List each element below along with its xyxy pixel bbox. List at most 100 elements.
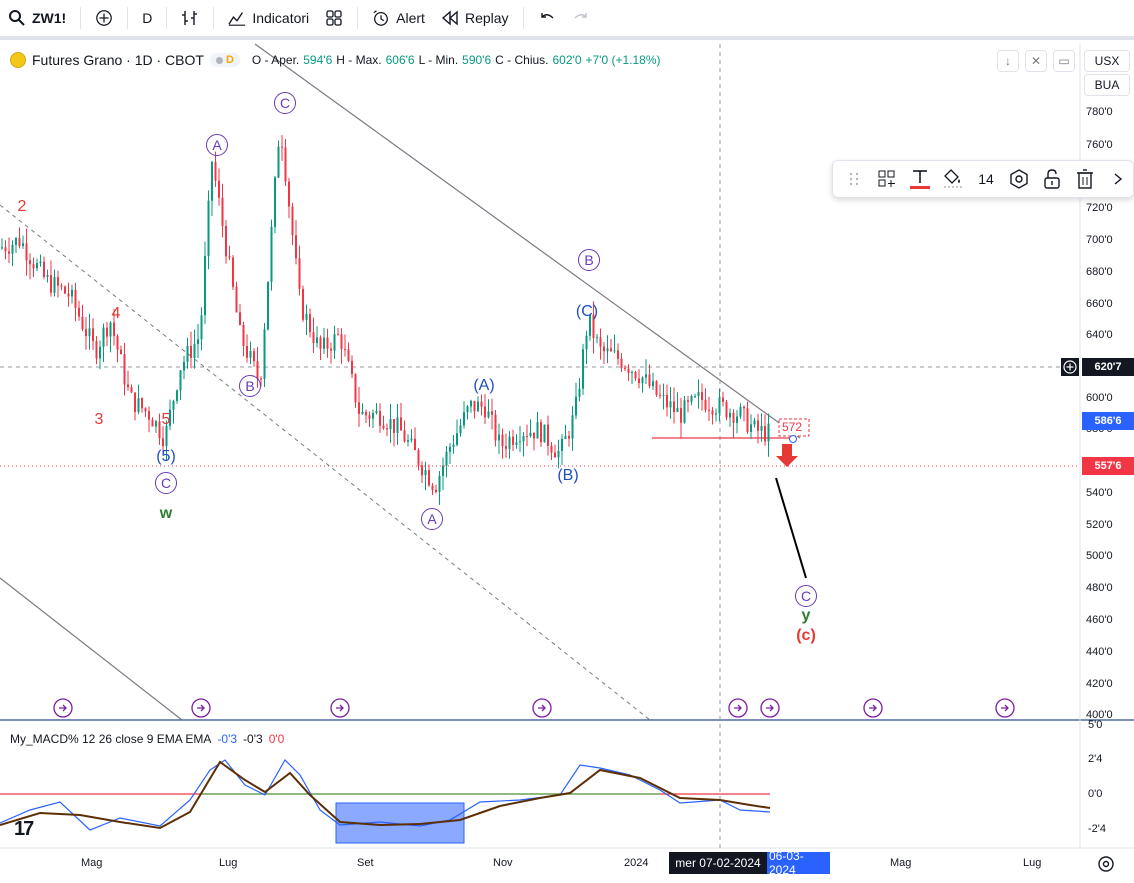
candle-body (319, 337, 322, 349)
wave-label-c-circle-target[interactable]: C (795, 585, 817, 607)
wave-label-c-paren[interactable]: (C) (575, 303, 599, 320)
interval-button[interactable]: D (134, 1, 160, 35)
wave-label-c-red[interactable]: (c) (796, 627, 816, 644)
candle-body (256, 361, 259, 379)
candle-body (652, 381, 654, 387)
wave-label-a-paren[interactable]: (A) (473, 377, 495, 394)
candle-body (109, 322, 112, 337)
gear-icon[interactable] (1096, 854, 1116, 874)
price-axis-label: 500'0 (1086, 550, 1113, 562)
event-arrow-icon (766, 704, 774, 712)
candle-body (218, 180, 220, 198)
candle-body (88, 328, 91, 337)
candle-body (393, 419, 395, 434)
compare-button[interactable] (87, 1, 121, 35)
undo-button[interactable] (530, 1, 564, 35)
wave-label-b-circle-2[interactable]: B (578, 249, 600, 271)
candle-body (606, 348, 609, 352)
wave-label-w2[interactable]: 2 (17, 198, 27, 215)
down-arrow-icon[interactable] (776, 444, 798, 467)
candle-body (186, 345, 189, 362)
projection-line[interactable] (775, 477, 807, 579)
candle-body (102, 327, 105, 347)
more-button[interactable] (1104, 164, 1133, 194)
wave-label-c-circle-1[interactable]: C (155, 472, 177, 494)
scroll-down-button[interactable]: ↓ (997, 50, 1019, 72)
maximize-button[interactable]: ▭ (1053, 50, 1075, 72)
wave-label-w4[interactable]: 4 (111, 305, 121, 322)
candle-body (603, 346, 605, 352)
signal-line (0, 760, 771, 830)
open-label: O - Aper. (251, 53, 300, 67)
candle-body (617, 350, 619, 359)
candle-body (515, 442, 518, 445)
font-size-button[interactable]: 14 (978, 171, 994, 187)
alert-button[interactable]: Alert (364, 1, 433, 35)
divider (80, 7, 82, 29)
trendline-dashed[interactable] (0, 204, 651, 721)
layouts-button[interactable] (317, 1, 351, 35)
candle-body (368, 415, 371, 419)
trendline-lower[interactable] (0, 577, 183, 721)
candle-body (358, 402, 360, 414)
candle-body (659, 394, 661, 396)
top-toolbar: ZW1! D Indicatori Alert Replay (0, 0, 1134, 40)
candle-body (428, 470, 430, 486)
low-value: 590'6 (462, 53, 492, 67)
currency-label: USX (1094, 54, 1120, 68)
anchor-handle[interactable] (789, 435, 797, 443)
paint-bucket-icon (943, 169, 962, 188)
collapse-button[interactable]: ✕ (1025, 50, 1047, 72)
candle-body (442, 465, 444, 476)
wave-label-b-circle-1[interactable]: B (239, 375, 261, 397)
macd-name[interactable]: My_MACD% 12 26 close 9 EMA EMA (10, 732, 212, 746)
text-color-button[interactable] (905, 164, 934, 194)
tradingview-logo[interactable]: 17 (14, 818, 34, 840)
candle-body (333, 334, 336, 351)
wave-label-b-paren[interactable]: (B) (557, 467, 579, 484)
plus-circle-icon[interactable] (1061, 358, 1079, 376)
wave-label-y-green[interactable]: y (801, 607, 811, 624)
alert-label: Alert (396, 10, 425, 26)
candle-body (46, 275, 49, 277)
candle-body (470, 400, 472, 407)
trendline-upper[interactable] (254, 43, 801, 439)
candle-body (312, 332, 315, 344)
drag-handle[interactable] (839, 164, 868, 194)
settings-button[interactable] (1005, 164, 1034, 194)
candle-body (540, 422, 542, 443)
wave-label-a-circle-1[interactable]: A (206, 134, 228, 156)
status-pill[interactable]: D (209, 53, 240, 67)
replay-button[interactable]: Replay (433, 1, 517, 35)
fill-color-button[interactable] (938, 164, 967, 194)
candle-body (71, 289, 73, 297)
macd-axis-label: 2'4 (1088, 753, 1103, 765)
wave-label-w3[interactable]: 3 (94, 411, 104, 428)
chart-type-button[interactable] (173, 1, 207, 35)
legend-title[interactable]: Futures Grano · 1D · CBOT (32, 52, 204, 68)
lock-button[interactable] (1038, 164, 1067, 194)
indicators-button[interactable]: Indicatori (220, 1, 317, 35)
wave-label-c-circle-top[interactable]: C (274, 92, 296, 114)
unit-select[interactable]: BUA (1084, 74, 1130, 96)
open-value: 594'6 (303, 53, 333, 67)
wave-label-a-circle-2[interactable]: A (421, 508, 443, 530)
candle-body (753, 420, 756, 425)
symbol-search-button[interactable]: ZW1! (0, 1, 74, 35)
wave-label-w5-paren[interactable]: (5) (156, 448, 176, 465)
candle-body (260, 378, 262, 380)
price-axis-label: 600'0 (1086, 392, 1113, 404)
candle-body (494, 414, 497, 441)
currency-select[interactable]: USX (1084, 50, 1130, 72)
redo-button[interactable] (564, 1, 598, 35)
candle-body (323, 337, 325, 349)
candle-body (739, 406, 742, 417)
price-axis-label: 720'0 (1086, 202, 1113, 214)
wave-label-w5[interactable]: 5 (161, 411, 171, 428)
template-button[interactable] (872, 164, 901, 194)
delete-button[interactable] (1071, 164, 1100, 194)
candle-body (99, 346, 101, 359)
wave-label-w-green[interactable]: w (159, 505, 173, 522)
candle-body (459, 425, 462, 434)
